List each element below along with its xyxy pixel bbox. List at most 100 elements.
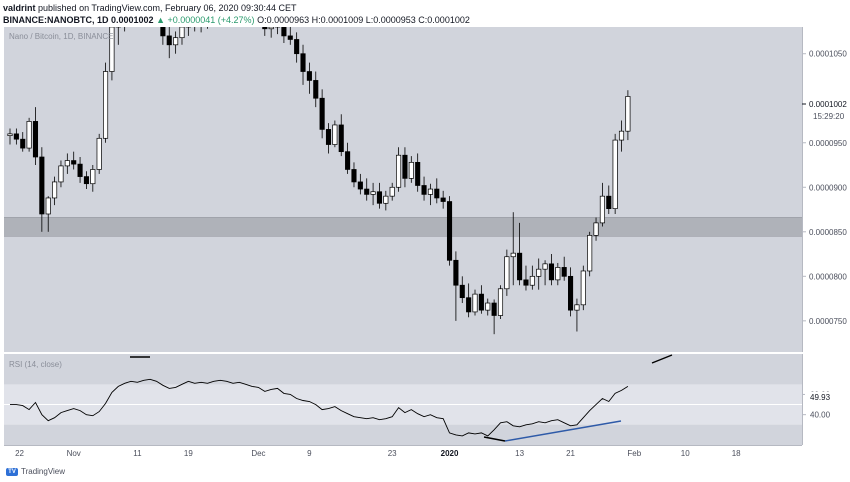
- price-tick-label: 0.0000750: [809, 317, 847, 326]
- time-tick-label: 18: [732, 449, 741, 458]
- candle: [427, 183, 433, 206]
- footer-brand-label: TradingView: [21, 467, 66, 476]
- candle: [510, 212, 516, 286]
- candle: [587, 231, 593, 277]
- symbol-line: BINANCE:NANOBTC, 1D 0.0001002 ▲ +0.00000…: [3, 15, 470, 25]
- candle: [200, 27, 202, 33]
- candle: [179, 27, 185, 45]
- candle: [593, 217, 599, 241]
- low-value: 0.0000953: [373, 15, 416, 25]
- candle: [26, 117, 32, 152]
- countdown-label: 15:29:20: [813, 112, 845, 121]
- candle: [357, 173, 363, 195]
- rsi-high-trendline-right: [651, 354, 673, 364]
- candle: [102, 62, 109, 143]
- candle: [58, 160, 64, 188]
- rsi-divergence-trendline: [504, 420, 622, 442]
- candle: [345, 142, 351, 174]
- price-tick-label: 0.0000900: [809, 183, 847, 192]
- high-label: H:: [311, 15, 321, 25]
- candle: [574, 298, 580, 332]
- candle: [459, 276, 465, 304]
- candle: [536, 258, 542, 290]
- candle: [389, 182, 395, 201]
- candle: [396, 147, 402, 192]
- candle: [332, 120, 338, 148]
- candle: [402, 147, 408, 188]
- candle: [77, 157, 83, 183]
- candle: [466, 283, 472, 318]
- candle: [517, 222, 523, 286]
- candle: [523, 265, 529, 291]
- candle: [338, 114, 344, 157]
- price-tick-label: 0.0001050: [809, 50, 847, 59]
- change-value: ▲ +0.0000041 (+4.27%): [156, 15, 255, 25]
- candle: [440, 190, 446, 209]
- symbol-name: BINANCE:NANOBTC, 1D: [3, 15, 109, 25]
- candle: [580, 265, 586, 311]
- time-tick-label: Nov: [67, 449, 81, 458]
- candle: [45, 196, 51, 232]
- rsi-low-trendline: [483, 436, 506, 442]
- candle: [446, 196, 453, 266]
- candle: [52, 176, 58, 206]
- candle: [109, 27, 115, 81]
- candle: [262, 27, 268, 36]
- candle: [13, 128, 19, 145]
- candle: [274, 27, 281, 35]
- candle: [268, 27, 274, 38]
- candle: [173, 31, 179, 54]
- candle: [555, 262, 561, 286]
- time-tick-label: 9: [307, 449, 312, 458]
- candle: [96, 133, 102, 174]
- candle: [194, 27, 196, 32]
- low-label: L:: [365, 15, 374, 25]
- candle: [185, 27, 191, 36]
- last-price-tag: [805, 99, 849, 110]
- candle: [548, 254, 555, 286]
- rsi-pane-label: RSI (14, close): [9, 360, 62, 369]
- close-value: 0.0001002: [427, 15, 470, 25]
- time-tick-label: Dec: [251, 449, 265, 458]
- last-value: 0.0001002: [111, 15, 154, 25]
- time-tick-label: 2020: [441, 449, 459, 458]
- candle: [421, 176, 427, 201]
- time-tick-label: 23: [388, 449, 397, 458]
- candle: [606, 185, 612, 214]
- candle: [376, 182, 383, 209]
- author-name[interactable]: valdrint: [3, 3, 36, 13]
- footer-brand[interactable]: TV TradingView: [6, 467, 65, 476]
- candle: [287, 27, 293, 45]
- time-tick-label: 22: [15, 449, 24, 458]
- candle: [383, 190, 389, 211]
- candle: [20, 132, 26, 152]
- candle: [453, 251, 459, 321]
- time-tick-label: Feb: [627, 449, 641, 458]
- price-tick-label: 0.0000800: [809, 272, 847, 281]
- candle: [370, 182, 376, 206]
- candle: [542, 260, 548, 286]
- publish-line: valdrint published on TradingView.com, F…: [3, 3, 297, 13]
- candle: [408, 156, 414, 183]
- rsi-tick-label: 40.00: [810, 411, 831, 420]
- candle: [364, 178, 370, 201]
- tradingview-logo-icon: TV: [6, 467, 18, 476]
- time-tick-label: 10: [681, 449, 690, 458]
- price-tick-label: 0.0000850: [809, 228, 847, 237]
- support-zone: [4, 217, 802, 237]
- close-label: C:: [418, 15, 428, 25]
- price-tick-label: 0.0000950: [809, 139, 847, 148]
- candle: [568, 267, 574, 317]
- candle: [561, 256, 567, 281]
- candle: [612, 133, 618, 214]
- candle: [415, 153, 421, 192]
- open-value: 0.0000963: [266, 15, 310, 25]
- candle: [71, 151, 77, 170]
- candle: [625, 90, 631, 141]
- candle: [351, 162, 357, 188]
- candle: [115, 27, 121, 45]
- candle: [485, 298, 491, 316]
- candle: [83, 171, 89, 190]
- candle: [7, 128, 13, 145]
- time-axis-ticks: 22 Nov 11 19 Dec 9 23 2020 13 21 Feb 10 18: [4, 445, 802, 458]
